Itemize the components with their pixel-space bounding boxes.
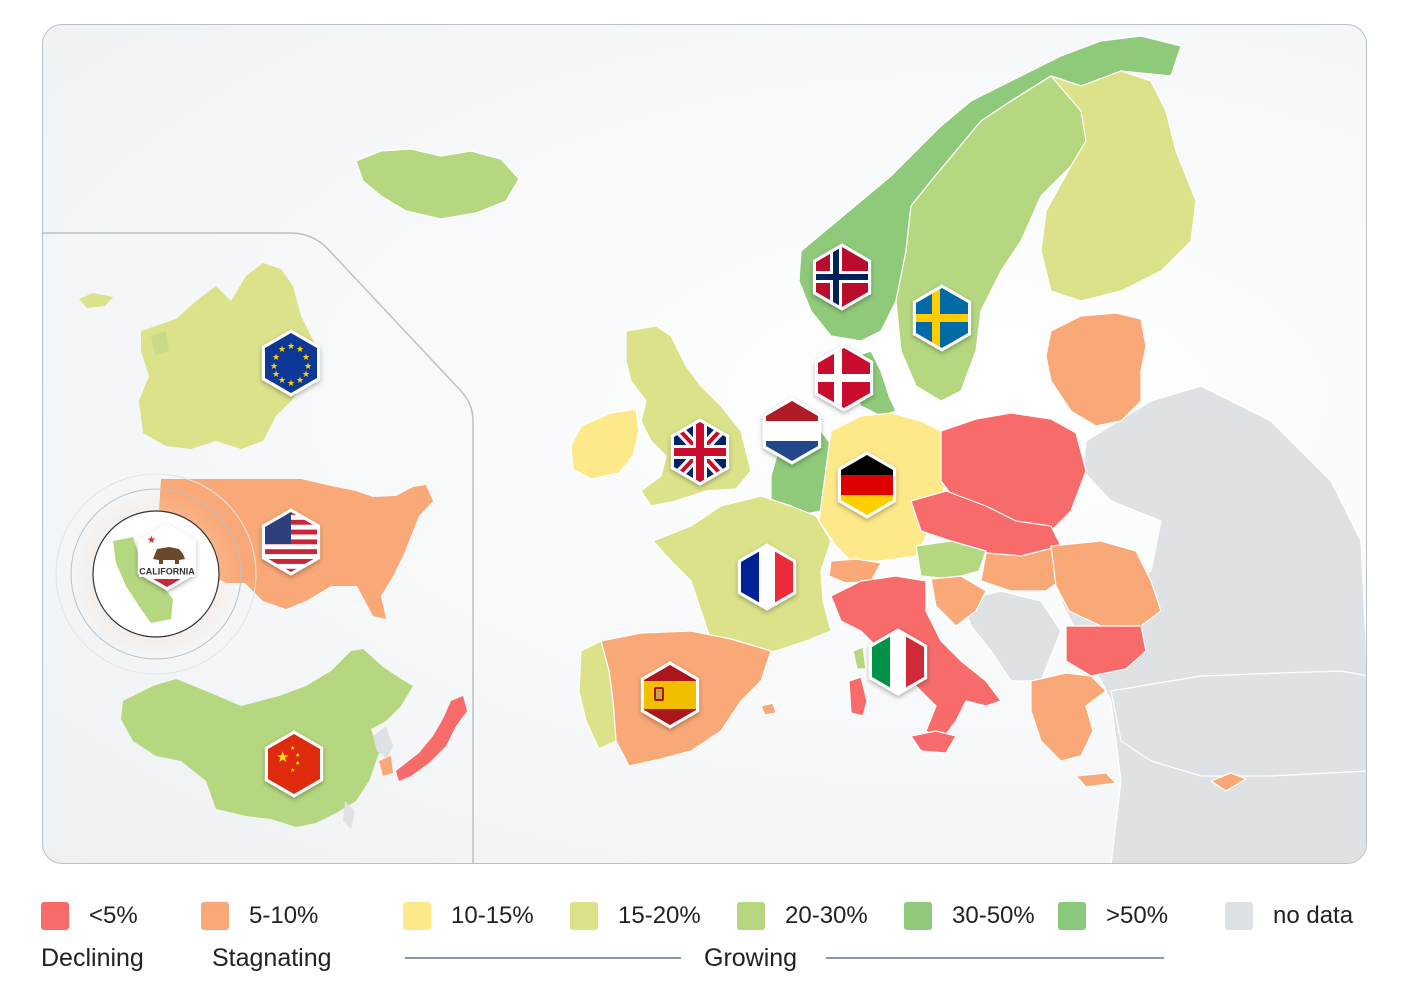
legend-item-15-20: 15-20% xyxy=(570,902,701,930)
legend-label: 10-15% xyxy=(451,902,534,929)
svg-text:★: ★ xyxy=(287,378,295,388)
growing-divider-right xyxy=(826,957,1164,959)
inset-eu-map xyxy=(79,263,316,449)
legend-swatch xyxy=(904,902,932,930)
map-frame: ★ ★ ★ ★ ★ ★ ★ ★ ★ ★ ★ ★ ★ xyxy=(42,24,1367,864)
legend-item-no-data: no data xyxy=(1225,902,1353,930)
svg-text:★: ★ xyxy=(147,535,156,546)
svg-text:★: ★ xyxy=(287,341,295,351)
svg-text:★: ★ xyxy=(272,352,280,362)
legend-item-30-50: 30-50% xyxy=(904,902,1035,930)
germany-flag xyxy=(837,451,897,519)
growing-divider-left xyxy=(405,957,681,959)
legend-item-10-15: 10-15% xyxy=(403,902,534,930)
svg-text:★: ★ xyxy=(278,375,286,385)
legend-label: 15-20% xyxy=(618,902,701,929)
legend-label: 20-30% xyxy=(785,902,868,929)
category-declining: Declining xyxy=(41,944,144,972)
legend-swatch xyxy=(41,902,69,930)
europe-map xyxy=(355,35,1366,863)
svg-text:★: ★ xyxy=(276,749,289,766)
denmark-flag xyxy=(814,344,874,412)
region-iceland xyxy=(355,148,520,220)
category-stagnating: Stagnating xyxy=(212,944,332,972)
svg-text:★: ★ xyxy=(278,344,286,354)
region-finland xyxy=(1040,70,1197,302)
svg-text:★: ★ xyxy=(290,767,295,774)
svg-text:★: ★ xyxy=(296,375,304,385)
legend-item-20-30: 20-30% xyxy=(737,902,868,930)
sweden-flag xyxy=(912,284,972,352)
region-uk xyxy=(625,325,752,507)
category-growing: Growing xyxy=(704,944,798,972)
svg-text:★: ★ xyxy=(270,361,278,371)
svg-text:★: ★ xyxy=(290,745,295,752)
svg-text:★: ★ xyxy=(295,752,300,759)
eu-flag: ★ ★★ ★★★ ★★★ ★★★ xyxy=(261,329,321,397)
region-austria xyxy=(915,540,987,580)
region-portugal xyxy=(578,640,617,750)
legend-item-declining: <5% xyxy=(41,902,138,930)
region-ireland xyxy=(570,408,640,480)
svg-text:★: ★ xyxy=(272,369,280,379)
california-badge xyxy=(139,564,195,577)
region-baltics xyxy=(1045,312,1147,427)
inset-asia-map xyxy=(121,649,467,829)
spain-flag xyxy=(640,661,700,729)
svg-text:★: ★ xyxy=(296,344,304,354)
region-greece xyxy=(1030,672,1107,762)
norway-flag xyxy=(812,243,872,311)
svg-text:★: ★ xyxy=(302,369,310,379)
map-canvas: ★ ★★ ★★★ ★★★ ★★★ ★ xyxy=(43,35,1366,863)
region-croatia xyxy=(930,575,987,627)
legend-swatch xyxy=(1058,902,1086,930)
svg-text:★: ★ xyxy=(302,352,310,362)
netherlands-flag xyxy=(762,397,822,465)
usa-flag xyxy=(261,508,321,576)
legend-item-over-50: >50% xyxy=(1058,902,1168,930)
region-bulgaria xyxy=(1065,625,1147,677)
legend-label: 5-10% xyxy=(249,902,319,929)
legend: <5% 5-10% 10-15% 15-20% 20-30% 30-50% >5… xyxy=(0,890,1408,1000)
svg-text:★: ★ xyxy=(304,361,312,371)
italy-flag xyxy=(868,628,928,696)
legend-swatch xyxy=(737,902,765,930)
legend-swatch xyxy=(1225,902,1253,930)
legend-label: >50% xyxy=(1106,902,1169,929)
china-flag: ★ ★ ★ ★ ★ xyxy=(264,730,324,798)
california-label: CALIFORNIA xyxy=(139,567,195,577)
inset-panel-border xyxy=(43,232,474,863)
legend-swatch xyxy=(403,902,431,930)
legend-swatch xyxy=(570,902,598,930)
legend-label: <5% xyxy=(89,902,138,929)
svg-text:★: ★ xyxy=(295,760,300,767)
legend-label: 30-50% xyxy=(952,902,1035,929)
legend-label: no data xyxy=(1273,902,1354,929)
region-romania xyxy=(1050,540,1162,627)
france-flag xyxy=(737,543,797,611)
legend-item-stagnating: 5-10% xyxy=(201,902,318,930)
legend-swatch xyxy=(201,902,229,930)
region-turkey-nodata xyxy=(1110,670,1366,777)
